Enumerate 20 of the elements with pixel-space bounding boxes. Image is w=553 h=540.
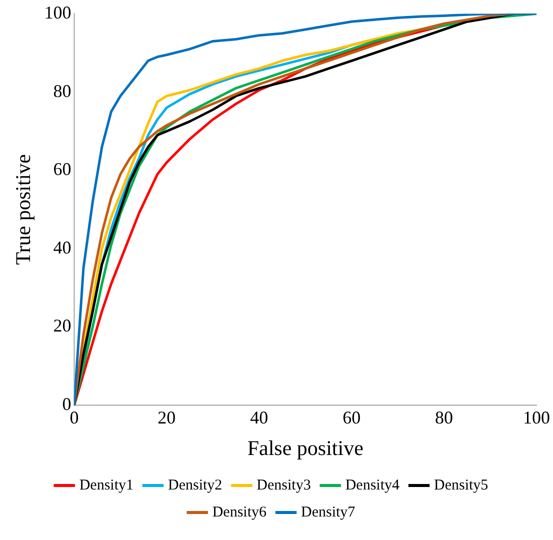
y-axis-title: True positive [11,154,36,265]
legend-label: Density5 [434,477,488,494]
y-tick-label: 0 [62,394,72,414]
x-tick-label: 100 [523,408,550,428]
y-tick-label: 60 [53,159,72,180]
x-tick-label: 60 [342,408,361,428]
legend-label: Density2 [168,477,222,494]
legend-label: Density7 [301,504,356,520]
legend-label: Density3 [256,477,311,494]
x-tick-label: 40 [250,408,268,428]
y-tick-label: 100 [44,2,72,23]
x-tick-label: 20 [158,408,176,428]
y-tick-label: 20 [53,316,72,336]
x-axis-title: False positive [247,436,364,460]
x-tick-label: 80 [435,408,454,428]
legend-label: Density1 [79,477,134,494]
legend-label: Density6 [212,504,267,520]
legend-label: Density4 [345,477,400,494]
y-tick-label: 40 [53,237,72,258]
y-tick-label: 80 [53,80,72,101]
